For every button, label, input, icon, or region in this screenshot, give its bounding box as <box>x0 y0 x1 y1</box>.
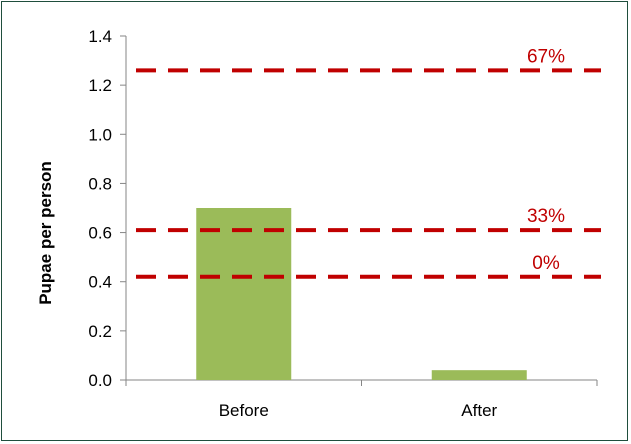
y-tick-label: 0.6 <box>88 224 112 243</box>
plot-area: 0.0 0.2 0.4 0.6 0.8 1.0 1.2 1.4 Before After 67% 33… <box>88 27 601 420</box>
bar-before <box>196 208 292 380</box>
y-tick-label: 1.4 <box>88 27 112 46</box>
y-tick-label: 1.0 <box>88 125 112 144</box>
x-tick-label: Before <box>219 401 269 420</box>
reference-label-67pct: 67% <box>527 46 565 67</box>
y-tick-label: 0.8 <box>88 174 112 193</box>
x-tick-label: After <box>461 401 497 420</box>
reference-label-0pct: 0% <box>532 253 560 274</box>
y-tick-label: 1.2 <box>88 76 112 95</box>
y-tick-label: 0.4 <box>88 273 112 292</box>
y-axis-title: Pupae per person <box>36 161 55 305</box>
bar-after <box>431 370 527 380</box>
reference-label-33pct: 33% <box>527 206 565 227</box>
y-tick-label: 0.2 <box>88 322 112 341</box>
y-tick-label: 0.0 <box>88 371 112 390</box>
